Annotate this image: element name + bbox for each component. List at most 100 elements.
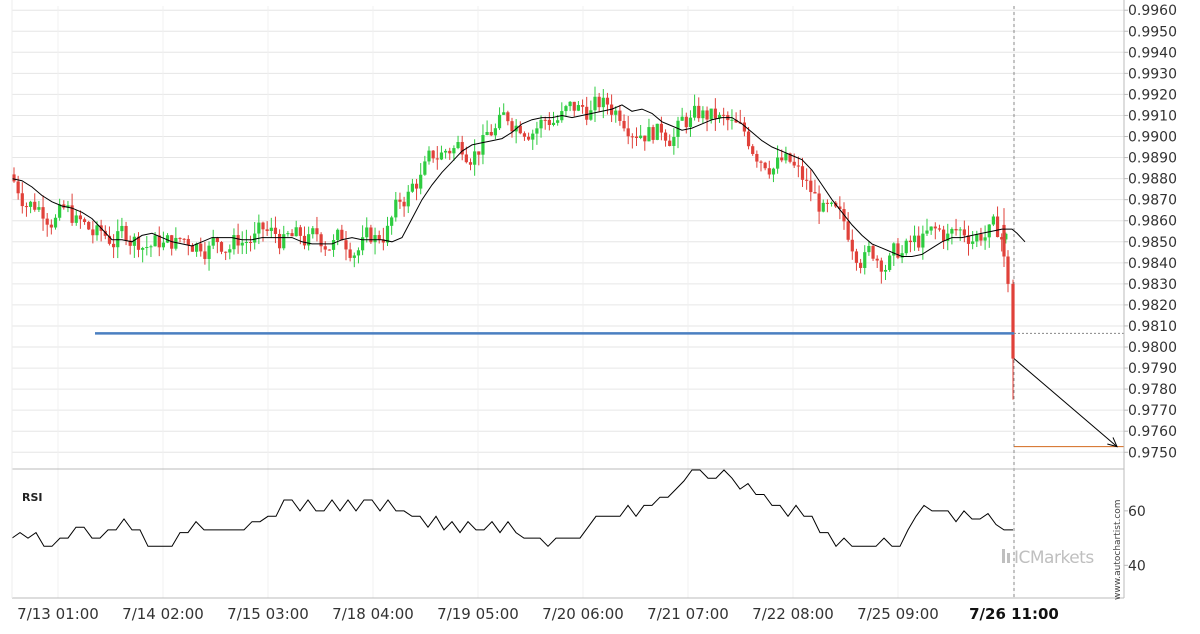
price-tick-label: 0.9900 [1128, 130, 1177, 146]
candle-body [161, 242, 165, 248]
candle-body [219, 242, 224, 252]
candle-body [78, 215, 82, 220]
candle [406, 185, 410, 214]
candle [128, 235, 132, 255]
candle-body [759, 161, 763, 163]
candle-body [531, 133, 535, 140]
rsi-line [11, 469, 1013, 548]
candle [24, 202, 29, 217]
levels [95, 332, 1124, 448]
price-tick-label: 0.9960 [1128, 3, 1177, 19]
candle [900, 245, 904, 264]
candle-body [742, 122, 746, 132]
candle-body [663, 132, 668, 141]
candle-body [286, 233, 290, 235]
candle-body [307, 234, 311, 246]
candle-body [958, 229, 962, 231]
candle-body [273, 227, 278, 234]
candle-body [348, 249, 352, 258]
price-tick-label: 0.9750 [1128, 445, 1177, 461]
candle-body [336, 229, 340, 241]
candle [1011, 279, 1015, 400]
candle [423, 155, 427, 176]
candle-body [784, 153, 788, 161]
candle [995, 206, 1000, 238]
candle [634, 127, 639, 146]
candle-body [427, 150, 431, 162]
candle-body [186, 238, 190, 246]
candle-body [45, 218, 49, 225]
candle-body [70, 205, 74, 223]
candle-body [871, 245, 875, 259]
candle-body [489, 131, 493, 136]
candle-body [282, 234, 286, 249]
candle [344, 231, 348, 261]
candle-body [485, 131, 489, 136]
candle [626, 115, 630, 145]
candle [66, 200, 70, 213]
candle-body [605, 97, 610, 105]
candle [983, 225, 987, 250]
price-tick-label: 0.9910 [1128, 108, 1177, 124]
candle [20, 182, 24, 214]
candle [286, 230, 290, 237]
candle-body [618, 110, 622, 121]
candle [568, 101, 572, 112]
candle [639, 124, 643, 140]
candle [805, 168, 809, 190]
candle [912, 225, 917, 251]
candle-body [112, 243, 116, 248]
candle [369, 224, 373, 244]
price-tick-label: 0.9790 [1128, 361, 1177, 377]
candle [377, 230, 381, 244]
candle-body [942, 229, 946, 241]
candle [589, 100, 593, 121]
candle-body [522, 133, 527, 137]
axes: 0.9960 0.9950 0.9940 0.9930 0.9920 0.9910 0.99… [11, 0, 1177, 623]
candle [468, 158, 473, 171]
candle-body [917, 235, 921, 248]
candle-body [717, 114, 722, 119]
candle [53, 214, 58, 230]
candle-body [580, 105, 585, 107]
candle [228, 244, 232, 260]
candle [867, 241, 871, 256]
candle-body [502, 112, 506, 115]
candle [199, 237, 203, 257]
candle [821, 199, 825, 213]
candle [215, 236, 219, 254]
candle-body [506, 112, 510, 122]
candle [742, 116, 746, 137]
candle [190, 243, 195, 252]
candle [962, 220, 966, 243]
candle-body [361, 237, 365, 251]
candle-body [120, 225, 124, 232]
candle [427, 146, 431, 165]
candle [182, 238, 186, 244]
candle [763, 161, 767, 171]
candle-body [58, 204, 62, 218]
candle-body [946, 233, 950, 241]
candle [697, 97, 701, 122]
candle [879, 257, 883, 284]
candle-body [253, 233, 257, 243]
candle [987, 224, 991, 248]
moving-average-line [11, 104, 1026, 257]
candle-body [1004, 233, 1008, 240]
candle [522, 131, 527, 141]
candle-body [66, 205, 70, 208]
candle-body [630, 136, 634, 138]
candle [564, 104, 568, 117]
candle-body [576, 105, 580, 111]
candle [1004, 232, 1008, 244]
candle [958, 227, 962, 241]
candle-body [589, 110, 593, 120]
candle-body [294, 227, 298, 237]
rsi-tick-label: 60 [1128, 504, 1146, 520]
candle [838, 196, 842, 220]
candle-body [402, 201, 406, 207]
candle-body [543, 119, 547, 121]
watermark: www.autochartist.com ICMarkets [1002, 499, 1123, 600]
candle [560, 102, 564, 123]
candle [132, 233, 136, 258]
